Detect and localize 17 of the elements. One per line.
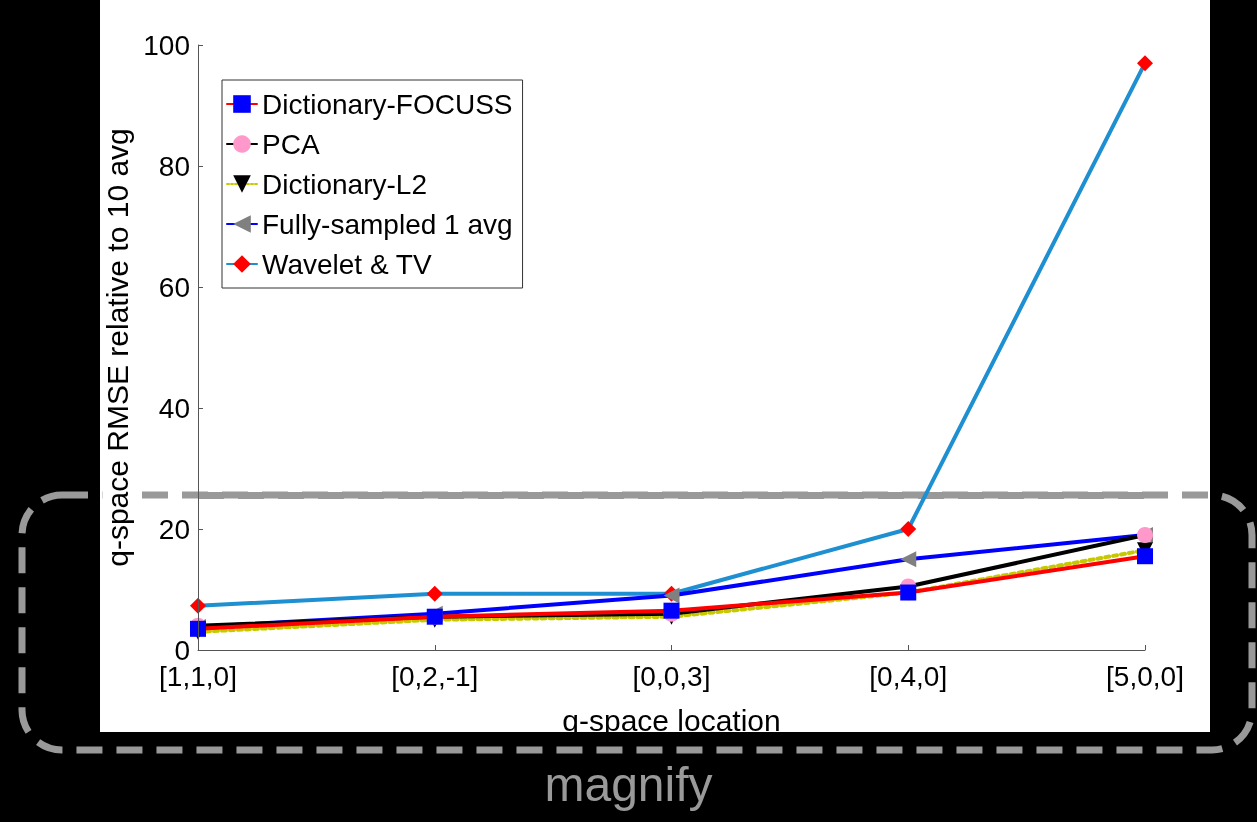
legend-label: Dictionary-FOCUSS (262, 88, 513, 120)
y-tick-label: 40 (158, 392, 190, 424)
y-axis-title: q-space RMSE relative to 10 avg (100, 128, 134, 567)
y-tick-label: 60 (158, 271, 190, 303)
y-tick-label: 80 (158, 150, 190, 182)
legend-label: Fully-sampled 1 avg (262, 208, 513, 240)
x-tick-label: [0,4,0] (869, 660, 948, 692)
legend-label: Dictionary-L2 (262, 168, 427, 200)
text: magnify (544, 757, 713, 811)
legend-label: PCA (262, 128, 320, 160)
y-tick-label: 20 (158, 513, 190, 545)
legend-label: Wavelet & TV (262, 248, 432, 280)
x-tick-label: [0,0,3] (632, 660, 711, 692)
x-axis-title: q-space location (562, 703, 781, 737)
x-tick-label: [5,0,0] (1106, 660, 1184, 692)
x-tick-label: [0,2,-1] (391, 660, 479, 692)
y-tick-label: 100 (143, 29, 190, 61)
